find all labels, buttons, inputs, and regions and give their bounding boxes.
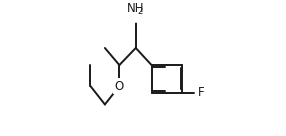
- Text: NH: NH: [127, 2, 144, 15]
- Text: F: F: [198, 86, 204, 99]
- Text: 2: 2: [137, 7, 142, 16]
- Text: O: O: [115, 80, 124, 93]
